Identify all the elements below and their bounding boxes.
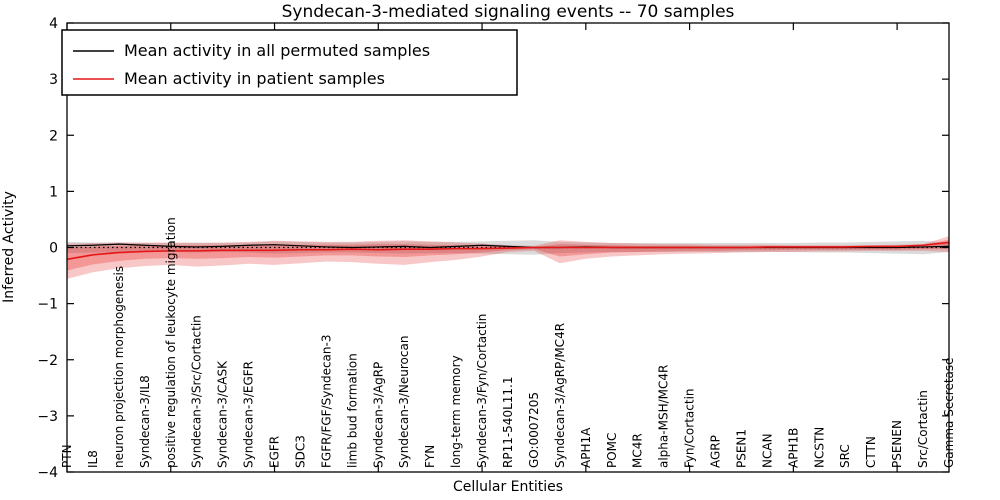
legend-label-permuted: Mean activity in all permuted samples <box>124 41 430 60</box>
y-tick-label: 3 <box>49 72 58 88</box>
category-label: MC4R <box>631 433 645 468</box>
category-label: GO:0007205 <box>527 392 541 468</box>
category-label: NCAN <box>760 433 774 468</box>
category-label: Syndecan-3/CASK <box>216 360 230 468</box>
category-label: Syndecan-3/AgRP <box>371 362 385 468</box>
y-tick-label: −3 <box>37 409 58 425</box>
confidence-bands <box>67 236 949 279</box>
category-label: PSENEN <box>890 420 904 468</box>
category-label: FYN <box>423 445 437 468</box>
category-label: APH1B <box>786 428 800 468</box>
x-axis-label: Cellular Entities <box>453 479 563 495</box>
category-label: SRC <box>838 444 852 468</box>
mean-activity-lines <box>66 241 950 261</box>
y-tick-label: 2 <box>49 128 58 144</box>
category-label: IL8 <box>86 450 100 468</box>
category-label: AGRP <box>709 435 723 468</box>
y-tick-label: 1 <box>49 184 58 200</box>
legend-box <box>61 29 518 96</box>
category-label: PSEN1 <box>734 429 748 468</box>
patient-mean-line <box>66 241 950 261</box>
y-tick-label: 4 <box>49 16 58 32</box>
category-label: Syndecan-3/AgRP/MC4R <box>553 323 567 468</box>
category-label: alpha-MSH/MC4R <box>657 365 671 468</box>
y-tick-labels: −4 −3 −2 −1 0 1 2 3 4 <box>37 16 58 481</box>
category-label: Fyn/Cortactin <box>683 388 697 468</box>
category-label: long-term memory <box>449 355 463 468</box>
category-label: Syndecan-3/Neurocan <box>397 336 411 468</box>
category-label: NCSTN <box>812 427 826 468</box>
y-tick-label: −2 <box>37 353 58 369</box>
category-label: CTTN <box>864 436 878 468</box>
category-label: RP11-540L11.1 <box>501 377 515 468</box>
category-label: positive regulation of leukocyte migrati… <box>164 217 178 468</box>
plot-area-border <box>66 22 950 473</box>
category-label: FGFR/FGF/Syndecan-3 <box>319 335 333 468</box>
y-tick-label: −4 <box>37 465 58 481</box>
category-label: Syndecan-3/IL8 <box>138 375 152 468</box>
y-tick-label: −1 <box>37 297 58 313</box>
category-label: Syndecan-3/Src/Cortactin <box>190 315 204 468</box>
category-label: neuron projection morphogenesis <box>112 266 126 468</box>
category-label: SDC3 <box>293 435 307 468</box>
category-label: limb bud formation <box>345 353 359 468</box>
category-label: Src/Cortactin <box>916 390 930 468</box>
category-labels: PTN IL8 neuron projection morphogenesis Syn… <box>60 217 956 468</box>
category-label: Syndecan-3/Fyn/Cortactin <box>475 314 489 468</box>
category-label: EGFR <box>268 436 282 468</box>
legend-label-patient: Mean activity in patient samples <box>124 69 385 88</box>
y-axis-label: Inferred Activity <box>1 191 17 303</box>
category-label: Syndecan-3/EGFR <box>242 361 256 468</box>
legend: Mean activity in all permuted samples Me… <box>61 29 518 96</box>
category-label: POMC <box>605 433 619 468</box>
y-tick-label: 0 <box>49 241 58 257</box>
chart-title: Syndecan-3-mediated signaling events -- … <box>282 2 735 22</box>
category-label: APH1A <box>579 427 593 468</box>
